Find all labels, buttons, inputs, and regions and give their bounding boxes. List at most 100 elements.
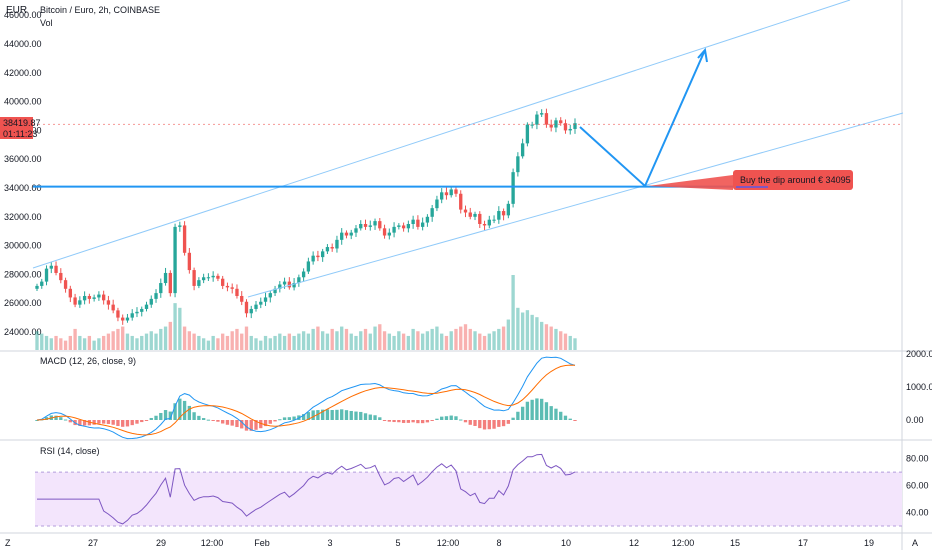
volume-bar: [330, 328, 334, 350]
macd-histogram-bar: [178, 398, 182, 420]
volume-bar: [416, 331, 420, 350]
macd-histogram-bar: [363, 413, 368, 420]
candle-body: [354, 228, 358, 233]
volume-bar: [63, 340, 68, 350]
candle-body: [568, 128, 572, 131]
macd-histogram-bar: [463, 420, 468, 423]
macd-histogram-bar: [559, 411, 563, 420]
volume-bar: [111, 331, 115, 350]
volume-bar: [282, 335, 287, 350]
x-tick-label: Feb: [254, 538, 270, 548]
volume-bar: [401, 333, 406, 350]
volume-bar: [82, 338, 87, 350]
volume-bar: [320, 331, 325, 350]
volume-bar: [411, 328, 415, 350]
candle-body: [287, 281, 292, 288]
macd-histogram-bar: [87, 420, 92, 426]
macd-histogram-bar: [411, 420, 415, 423]
candle-body: [249, 308, 253, 314]
candle-body: [473, 213, 477, 217]
candle-body: [206, 277, 211, 279]
candle-body: [359, 224, 363, 229]
candle-body: [306, 261, 311, 272]
macd-histogram-bar: [292, 416, 296, 420]
macd-histogram-bar: [378, 417, 382, 420]
volume-bar: [325, 333, 330, 350]
macd-histogram-bar: [454, 416, 458, 420]
volume-bar: [301, 331, 306, 350]
volume-bar: [449, 331, 453, 350]
macd-histogram-bar: [435, 418, 439, 420]
macd-histogram-bar: [59, 417, 63, 420]
macd-histogram-bar: [101, 420, 106, 424]
macd-histogram-bar: [554, 408, 558, 420]
candle-body: [530, 124, 534, 126]
macd-histogram-bar: [173, 403, 177, 420]
volume-bar: [263, 335, 268, 350]
volume-bar: [520, 312, 525, 350]
candle-body: [73, 297, 77, 305]
macd-histogram-bar: [149, 417, 153, 420]
macd-histogram-bar: [349, 410, 353, 420]
volume-bar: [306, 333, 311, 350]
macd-histogram-bar: [330, 410, 334, 420]
volume-bar: [192, 333, 196, 350]
candle-body: [340, 232, 344, 240]
candle-body: [525, 124, 530, 144]
volume-bar: [49, 338, 53, 350]
macd-histogram-bar: [287, 417, 292, 420]
candle-body: [416, 219, 420, 227]
macd-tick-label: 1000.00: [906, 382, 932, 392]
volume-bar: [106, 333, 111, 350]
price-badge: [0, 117, 33, 139]
annotation-text: Buy the dip around € 34095: [740, 175, 851, 185]
candle-body: [63, 280, 68, 289]
price-tick-label: 36000.00: [4, 154, 42, 164]
candle-body: [330, 247, 334, 249]
volume-bar: [482, 335, 487, 350]
candle-body: [278, 284, 282, 289]
candle-body: [397, 225, 401, 227]
macd-histogram-bar: [35, 420, 39, 421]
volume-bar: [287, 333, 292, 350]
macd-histogram-bar: [268, 420, 272, 424]
macd-histogram-bar: [116, 420, 120, 427]
volume-bar: [363, 328, 368, 350]
macd-histogram-bar: [444, 416, 449, 420]
macd-histogram-bar: [535, 398, 539, 420]
macd-histogram-bar: [168, 411, 172, 420]
macd-tick-label: 0.00: [906, 415, 924, 425]
rsi-band: [35, 472, 902, 526]
candle-body: [254, 304, 258, 309]
candle-body: [297, 277, 301, 284]
volume-bar: [244, 326, 249, 350]
rsi-tick-label: 60.00: [906, 481, 929, 491]
volume-bar: [525, 310, 530, 350]
candle-body: [435, 199, 439, 209]
volume-bar: [444, 335, 449, 350]
rsi-tick-label: 40.00: [906, 508, 929, 518]
volume-bar: [435, 326, 439, 350]
rsi-line: [37, 453, 576, 525]
macd-histogram-bar: [449, 415, 453, 420]
macd-histogram-bar: [97, 420, 101, 424]
macd-tick-label: 2000.00: [906, 349, 932, 359]
x-tick-label: 17: [798, 538, 808, 548]
macd-histogram-bar: [311, 410, 315, 420]
rsi-label: RSI (14, close): [40, 446, 100, 456]
projection-path: [579, 49, 706, 188]
candle-body: [168, 272, 172, 294]
volume-bar: [249, 335, 253, 350]
macd-histogram-bar: [425, 420, 430, 423]
volume-bar: [154, 333, 158, 350]
volume-bar: [311, 328, 315, 350]
macd-histogram-bar: [211, 420, 215, 421]
macd-histogram-bar: [240, 420, 244, 429]
macd-histogram-bar: [273, 420, 277, 422]
candle-body: [459, 193, 463, 210]
candle-body: [35, 285, 39, 289]
macd-histogram-bar: [430, 420, 434, 421]
candle-body: [440, 192, 444, 200]
